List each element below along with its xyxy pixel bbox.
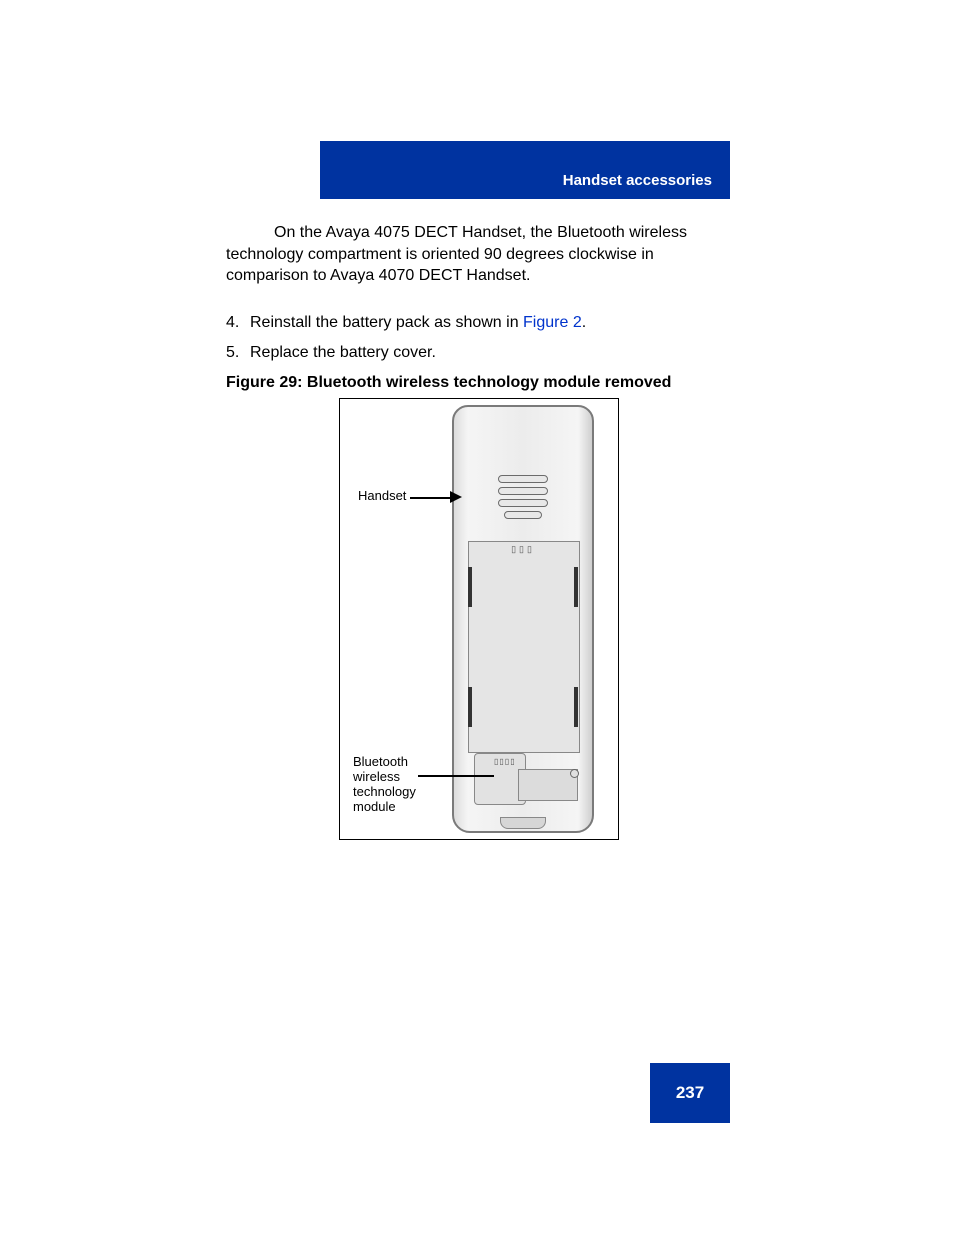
callout-bluetooth-label: Bluetooth wireless technology module <box>353 755 433 815</box>
clip-icon <box>574 567 578 607</box>
header-bar: Handset accessories <box>320 141 730 199</box>
clip-icon <box>468 567 472 607</box>
bt-line4: module <box>353 799 396 814</box>
speaker-slot-icon <box>498 475 548 483</box>
intro-paragraph: On the Avaya 4075 DECT Handset, the Blue… <box>226 222 726 287</box>
figure-caption: Figure 29: Bluetooth wireless technology… <box>226 374 671 392</box>
battery-compartment <box>468 541 580 753</box>
connector-pins-icon: ▯▯▯ <box>511 544 535 555</box>
list-num-5: 5. <box>226 342 250 364</box>
list-num-4: 4. <box>226 312 250 334</box>
module-inner <box>518 769 578 801</box>
list-item-4: 4.Reinstall the battery pack as shown in… <box>226 312 726 334</box>
clip-icon <box>574 687 578 727</box>
footer-page-box: 237 <box>650 1063 730 1123</box>
page: Handset accessories On the Avaya 4075 DE… <box>0 0 954 1235</box>
arrow-line-icon <box>410 497 452 499</box>
arrow-head-icon <box>450 491 462 503</box>
list-text-5: Replace the battery cover. <box>250 344 436 361</box>
module-connector-icon: ▯▯▯▯ <box>494 757 516 766</box>
header-section-title: Handset accessories <box>563 172 712 189</box>
bt-line2: wireless <box>353 769 400 784</box>
list-period-4: . <box>582 314 586 331</box>
clip-icon <box>468 687 472 727</box>
screw-icon <box>570 769 579 778</box>
speaker-slot-icon <box>504 511 542 519</box>
speaker-slot-icon <box>498 499 548 507</box>
handset-diagram: ▯▯▯ ▯▯▯▯ <box>452 405 594 833</box>
bt-line1: Bluetooth <box>353 754 408 769</box>
list-item-5: 5.Replace the battery cover. <box>226 342 726 364</box>
callout-handset-label: Handset <box>358 489 406 504</box>
intro-text: On the Avaya 4075 DECT Handset, the Blue… <box>226 224 687 284</box>
bt-line3: technology <box>353 784 416 799</box>
list-text-4: Reinstall the battery pack as shown in <box>250 314 523 331</box>
page-number: 237 <box>676 1083 704 1103</box>
speaker-slot-icon <box>498 487 548 495</box>
callout-line-icon <box>418 775 494 777</box>
handset-chin <box>500 817 546 829</box>
figure-2-link[interactable]: Figure 2 <box>523 314 582 331</box>
